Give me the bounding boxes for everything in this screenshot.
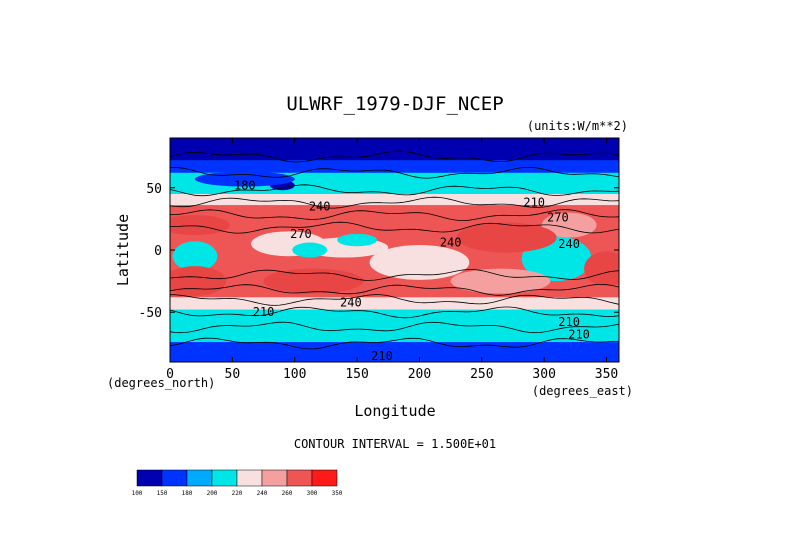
colorbar-swatch — [261, 469, 288, 487]
contour-label: 210 — [371, 349, 393, 363]
x-tick-label: 150 — [345, 367, 368, 382]
contour-label: 210 — [568, 328, 590, 342]
field-band — [170, 342, 619, 362]
colorbar-tick-label: 240 — [257, 490, 268, 497]
x-tick-label: 100 — [283, 367, 306, 382]
field-core — [456, 222, 557, 253]
units-label: (units:W/m**2) — [527, 119, 628, 133]
colorbar-tick-label: 300 — [307, 490, 318, 497]
contour-label: 270 — [547, 211, 569, 225]
contour-line — [170, 269, 619, 281]
y-tick-label: -50 — [139, 306, 162, 321]
field-band — [170, 318, 619, 338]
colorbar: 100 150 180 200 220 240 260 300 350 — [132, 469, 343, 497]
contour-line — [170, 337, 619, 350]
contour-label: 240 — [440, 236, 462, 250]
field-core — [170, 266, 227, 297]
field-feature — [292, 242, 328, 258]
colorbar-tick-label: 200 — [207, 490, 218, 497]
field-feature — [450, 268, 551, 294]
colorbar-tick-label: 220 — [232, 490, 243, 497]
contour-line — [170, 209, 619, 221]
colorbar-swatch — [136, 469, 163, 487]
field-feature — [541, 212, 597, 238]
contour-label: 240 — [340, 295, 362, 309]
chart-title: ULWRF_1979-DJF_NCEP — [286, 93, 503, 115]
contour-line — [170, 196, 619, 209]
colorbar-swatch — [236, 469, 263, 487]
x-axis-label: Longitude — [354, 402, 435, 420]
x-tick-label: 50 — [225, 367, 241, 382]
contour-line — [170, 321, 619, 334]
contour-line — [170, 184, 619, 197]
colorbar-swatch — [211, 469, 238, 487]
colorbar-swatch — [311, 469, 338, 487]
colorbar-swatch — [286, 469, 313, 487]
field-band — [170, 194, 619, 206]
contour-label: 270 — [290, 227, 312, 241]
y-tick-label: 50 — [146, 182, 162, 197]
x-tick-label: 0 — [166, 367, 174, 382]
colorbar-tick-label: 150 — [157, 490, 168, 497]
field-band — [170, 138, 619, 161]
y-axis-label: Latitude — [114, 214, 132, 286]
x-tick-label: 200 — [408, 367, 431, 382]
x-tick-label: 300 — [532, 367, 555, 382]
colorbar-tick-label: 180 — [182, 490, 193, 497]
field-core — [263, 268, 364, 294]
field-feature — [369, 245, 470, 280]
contour-label: 240 — [309, 199, 331, 213]
colorbar-swatch — [186, 469, 213, 487]
contour-label: 210 — [558, 315, 580, 329]
x-unit-note: (degrees_east) — [532, 384, 633, 398]
contour-line — [170, 306, 619, 319]
field-feature — [172, 241, 218, 272]
contour-line — [170, 284, 619, 296]
x-tick-label: 250 — [470, 367, 493, 382]
contour-line — [170, 221, 619, 234]
field-feature — [337, 233, 378, 247]
contour-label: 180 — [234, 178, 256, 192]
field-band — [170, 160, 619, 173]
x-tick-label: 350 — [595, 367, 618, 382]
contour-interval: CONTOUR INTERVAL = 1.500E+01 — [294, 437, 496, 451]
contour-line — [170, 294, 619, 306]
contour-label: 210 — [253, 305, 275, 319]
colorbar-tick-label: 350 — [332, 490, 343, 497]
field-core — [584, 251, 619, 287]
contour-line — [170, 166, 619, 179]
contour-label: 210 — [523, 196, 545, 210]
field-core — [170, 215, 230, 236]
y-tick-label: 0 — [154, 244, 162, 259]
contour-line — [170, 150, 619, 163]
colorbar-tick-label: 260 — [282, 490, 293, 497]
colorbar-tick-label: 100 — [132, 490, 143, 497]
colorbar-swatch — [161, 469, 188, 487]
y-unit-note: (degrees_north) — [107, 376, 215, 390]
contour-label: 240 — [558, 237, 580, 251]
